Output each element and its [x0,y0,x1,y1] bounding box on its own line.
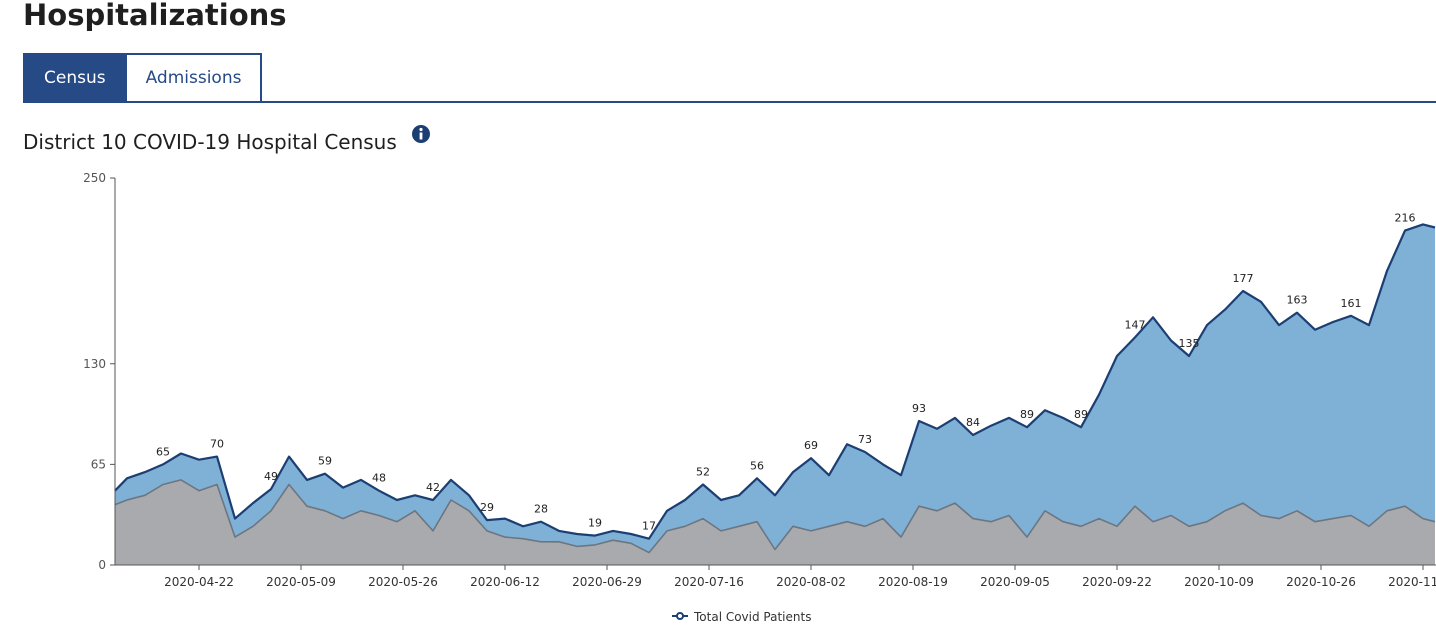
x-tick-label: 2020-06-29 [572,575,642,589]
data-label: 93 [912,402,926,415]
y-tick-label: 250 [83,171,106,185]
data-label: 70 [210,438,224,451]
data-label: 73 [858,433,872,446]
data-label: 147 [1125,318,1146,331]
area-fill [115,224,1435,565]
data-label: 89 [1074,408,1088,421]
data-label: 59 [318,455,332,468]
x-tick-label: 2020-08-02 [776,575,846,589]
chart-title: District 10 COVID-19 Hospital Census [23,130,397,154]
tab-underline [23,101,1436,103]
x-tick-label: 2020-09-05 [980,575,1050,589]
y-tick-label: 0 [98,558,106,572]
data-label: 17 [642,520,656,533]
x-tick-label: 2020-09-22 [1082,575,1152,589]
area-fill [115,479,1435,565]
data-label: 65 [156,445,170,458]
data-label: 177 [1233,272,1254,285]
data-label: 161 [1341,297,1362,310]
legend-label: Total Covid Patients [693,610,811,624]
data-label: 48 [372,472,386,485]
area-line [114,223,1436,540]
x-tick-label: 2020-08-19 [878,575,948,589]
chart: District 10 COVID-19 Hospital Census 65 7… [23,125,1436,624]
data-label: 19 [588,517,602,530]
tab-bar: Census Admissions [23,53,263,103]
tab[interactable]: Census [23,53,127,103]
data-label: 49 [264,470,278,483]
data-label: 163 [1287,294,1308,307]
data-label: 84 [966,416,980,429]
x-tick-label: 2020-04-22 [164,575,234,589]
x-tick-label: 2020-11-12 [1388,575,1436,589]
legend-marker [676,612,684,620]
data-label: 28 [534,503,548,516]
x-tick-label: 2020-05-09 [266,575,336,589]
page-title: Hospitalizations [23,0,287,32]
data-label: 216 [1395,212,1416,225]
y-tick-label: 65 [91,457,106,471]
x-tick-label: 2020-06-12 [470,575,540,589]
data-label: 56 [750,459,764,472]
info-icon[interactable] [412,125,430,143]
legend: Total Covid Patients [672,610,811,624]
data-label: 52 [696,466,710,479]
x-tick-label: 2020-05-26 [368,575,438,589]
data-label: 69 [804,439,818,452]
y-tick-label: 130 [83,357,106,371]
data-label: 42 [426,481,440,494]
x-tick-label: 2020-10-09 [1184,575,1254,589]
data-label: 135 [1179,337,1200,350]
x-tick-label: 2020-10-26 [1286,575,1356,589]
data-label: 29 [480,501,494,514]
area-line [114,479,1436,554]
data-label: 89 [1020,408,1034,421]
tab[interactable]: Admissions [126,53,263,103]
x-tick-label: 2020-07-16 [674,575,744,589]
